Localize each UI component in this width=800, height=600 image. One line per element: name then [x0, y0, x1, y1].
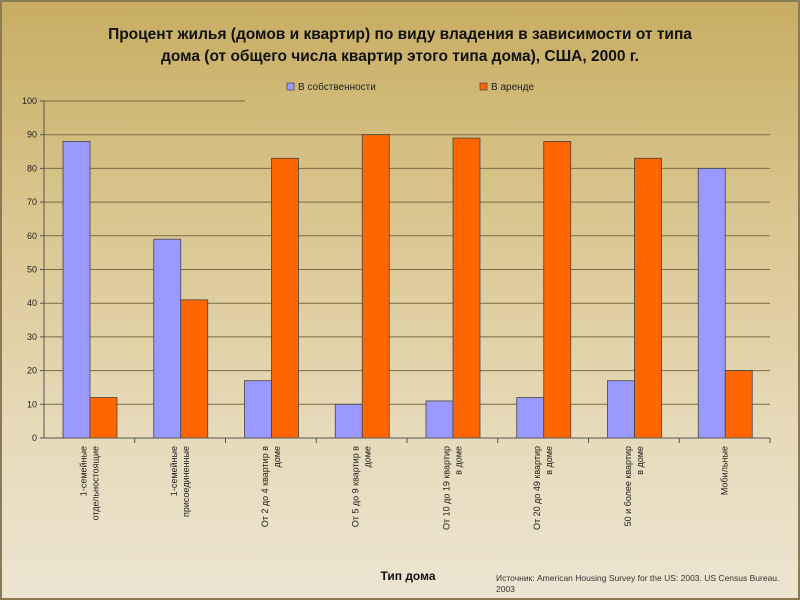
y-tick-label: 10 [27, 399, 37, 409]
x-tick-label-line: в доме [544, 446, 554, 475]
bar-owned [607, 380, 635, 439]
bar-rented [543, 141, 572, 439]
y-tick-label: 50 [27, 265, 37, 275]
x-tick-label-line: присоединенные [181, 446, 191, 517]
bar-owned [697, 167, 726, 439]
x-tick-label: 1-семейные отдельностоящие [78, 446, 100, 520]
x-tick-label-line: в доме [635, 446, 645, 475]
y-tick-label: 20 [27, 366, 37, 376]
x-tick-label: От 5 до 9 квартир в доме [351, 446, 373, 527]
x-tick-label: От 2 до 4 квартир в доме [260, 446, 282, 527]
chart-title: Процент жилья (домов и квартир) по виду … [0, 24, 800, 68]
y-tick-label: 0 [32, 433, 37, 443]
x-axis-title: Тип дома [380, 569, 435, 583]
legend-swatch [286, 82, 295, 91]
bar-rented [724, 370, 753, 439]
x-tick-label: От 20 до 49 квартир в доме [532, 446, 554, 530]
x-tick-label-line: доме [272, 446, 282, 467]
x-tick-label-line: 1-семейные [169, 446, 179, 496]
bar-owned [516, 397, 545, 439]
x-tick-label-line: От 2 до 4 квартир в [260, 446, 270, 527]
source-note: Источник: American Housing Survey for th… [496, 573, 780, 594]
bar-owned [425, 400, 454, 439]
legend-label: В собственности [298, 81, 376, 93]
bar-owned [244, 380, 272, 439]
x-tick-label-line: 50 и более квартир [623, 446, 633, 526]
title-line: Процент жилья (домов и квартир) по виду … [108, 26, 692, 43]
y-tick-label: 40 [27, 298, 37, 308]
y-tick-label: 90 [27, 130, 37, 140]
x-tick-label: Мобильные [720, 446, 730, 495]
bar-owned [334, 403, 363, 439]
x-tick-label: 50 и более квартир в доме [623, 446, 645, 526]
x-tick-label-line: Мобильные [720, 446, 730, 495]
x-tick-label-line: От 5 до 9 квартир в [351, 446, 361, 527]
legend-swatch [479, 82, 488, 91]
x-tick-label-line: 1-семейные [78, 446, 88, 496]
x-tick-label-line: От 10 до 19 квартир [441, 446, 451, 530]
x-tick-label-line: в доме [453, 446, 463, 475]
bar-rented [271, 157, 299, 439]
y-tick-label: 70 [27, 197, 37, 207]
bar-owned [153, 238, 182, 439]
y-tick-label: 30 [27, 332, 37, 342]
x-tick-label: От 10 до 19 квартир в доме [441, 446, 463, 530]
title-line: дома (от общего числа квартир этого типа… [161, 48, 639, 65]
x-tick-label-line: От 20 до 49 квартир [532, 446, 542, 530]
x-tick-label-line: доме [363, 446, 373, 467]
bar-rented [634, 157, 662, 439]
y-tick-label: 80 [27, 163, 37, 173]
y-tick-label: 100 [22, 96, 37, 106]
legend-label: В аренде [491, 82, 534, 93]
bar-rented [89, 397, 118, 439]
bar-rented [452, 137, 481, 439]
bar-owned [62, 141, 91, 439]
x-tick-label-line: отдельностоящие [90, 446, 100, 520]
bar-rented [361, 134, 390, 439]
bar-rented [180, 299, 209, 439]
y-tick-label: 60 [27, 231, 37, 241]
x-tick-label: 1-семейные присоединенные [169, 446, 191, 517]
